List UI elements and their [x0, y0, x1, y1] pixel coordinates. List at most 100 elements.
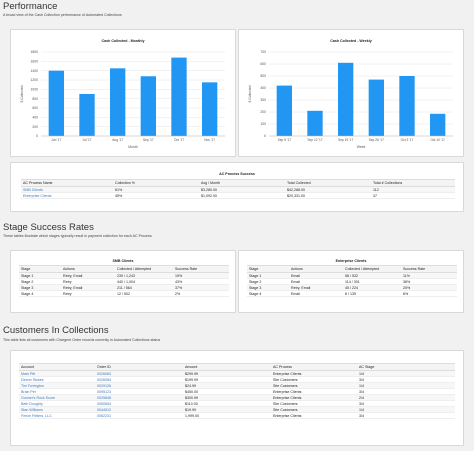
table-row: Fence Fritters, LLC 0062231 1,999.00 Enterp…: [19, 412, 455, 419]
table-cell: 1/4: [357, 406, 455, 413]
ac-success-table: AC Process Name Collection % Avg / Month…: [21, 179, 455, 199]
x-tick-label: Oct 3 '17: [401, 138, 414, 142]
table-cell: Stage 4: [19, 290, 61, 297]
weekly-chart-title: Cash Collected - Weekly: [330, 39, 372, 43]
table-cell: 8 / 139: [343, 290, 401, 297]
account-link[interactable]: Tim Torrington: [19, 382, 95, 389]
chart-bar: [368, 79, 384, 136]
table-cell: 37%: [173, 284, 229, 291]
chart-bar: [140, 76, 156, 136]
account-link[interactable]: Deonn Stokes: [19, 376, 95, 383]
table-cell: 19%: [173, 272, 229, 279]
y-tick-label: 700: [260, 50, 266, 54]
x-axis-label: Week: [357, 145, 366, 149]
x-tick-label: Oct 10 '17: [430, 138, 445, 142]
table-row: Stage 4 Email 8 / 139 6%: [247, 290, 457, 297]
table-cell: Enterprise Clients: [271, 394, 357, 401]
order-id-link[interactable]: 0029126: [95, 382, 183, 389]
x-tick-label: Sep 12 '17: [307, 138, 322, 142]
account-link[interactable]: Gunner's Rock Score: [19, 394, 95, 401]
x-axis-label: Month: [128, 145, 138, 149]
table-row: Stage 2 Retry 440 / 1,004 43%: [19, 278, 229, 285]
ac-process-link[interactable]: Enterprise Clients: [21, 192, 113, 199]
table-cell: 45 / 224: [343, 284, 401, 291]
table-cell: 58 / 532: [343, 272, 401, 279]
performance-heading: Performance: [3, 1, 58, 12]
table-header-row: AC Process Name Collection % Avg / Month…: [21, 179, 455, 187]
y-tick-label: 0: [264, 134, 266, 138]
order-id-link[interactable]: 0095123: [95, 388, 183, 395]
table-cell: 38%: [401, 278, 457, 285]
column-header: Order ID: [95, 363, 183, 371]
customers-table: Account Order ID Amount AC Process AC St…: [19, 363, 455, 419]
table-header-row: Account Order ID Amount AC Process AC St…: [19, 363, 455, 371]
order-id-link[interactable]: 0044512: [95, 406, 183, 413]
ac-success-card: AC Process Success AC Process Name Colle…: [10, 162, 464, 212]
table-cell: $299.99: [183, 370, 271, 377]
y-tick-label: 1000: [30, 88, 38, 92]
table-cell: Site Customers: [271, 382, 357, 389]
chart-bar: [110, 68, 126, 136]
table-cell: 61%: [113, 186, 199, 193]
monthly-chart-title: Cash Collected - Monthly: [101, 39, 145, 43]
table-cell: 1/4: [357, 370, 455, 377]
chart-bar: [307, 110, 323, 136]
column-header: Total # Collections: [371, 179, 455, 187]
x-tick-label: Sep 26 '17: [369, 138, 384, 142]
column-header: AC Process Name: [21, 179, 113, 187]
account-link[interactable]: Fence Fritters, LLC: [19, 412, 95, 419]
x-tick-label: Oct '17: [174, 138, 184, 142]
table-row: SMB Clients 61% $3,280.00 $42,288.00 112: [21, 186, 455, 193]
order-id-link[interactable]: 0026084: [95, 376, 183, 383]
column-header: Account: [19, 363, 95, 371]
y-axis-label: $ Collected: [248, 85, 252, 102]
column-header: Collected / Attempted: [343, 265, 401, 273]
table-cell: 20%: [401, 284, 457, 291]
x-tick-label: Jul '17: [82, 138, 91, 142]
chart-bar: [171, 57, 187, 136]
x-tick-label: Sep 19 '17: [338, 138, 353, 142]
chart-bar: [276, 85, 292, 136]
column-header: Success Rate: [401, 265, 457, 273]
column-header: Avg / Month: [199, 179, 285, 187]
order-id-link[interactable]: 0050654: [95, 400, 183, 407]
y-tick-label: 1600: [30, 60, 38, 64]
table-cell: Enterprise Clients: [271, 370, 357, 377]
table-row: Enterprise Clients 45% $1,092.00 $20,331…: [21, 192, 455, 199]
y-tick-label: 400: [32, 116, 38, 120]
table-row: Mark Pitt 0026083 $299.99 Enterprise Client…: [19, 370, 455, 377]
column-header: Collected / Attempted: [115, 265, 173, 273]
account-link[interactable]: Beth Doughty: [19, 400, 95, 407]
table-cell: 114 / 301: [343, 278, 401, 285]
column-header: Actions: [289, 265, 343, 273]
table-cell: Stage 3: [19, 284, 61, 291]
order-id-link[interactable]: 0026083: [95, 370, 183, 377]
x-tick-label: Sep '17: [143, 138, 154, 142]
customers-subtitle: This table lists all customers with Char…: [3, 338, 161, 342]
y-tick-label: 800: [32, 97, 38, 101]
y-tick-label: 400: [260, 86, 266, 90]
customers-card: Account Order ID Amount AC Process AC St…: [10, 350, 464, 446]
y-tick-label: 1800: [30, 50, 38, 54]
customers-heading: Customers In Collections: [3, 325, 109, 336]
ac-success-title: AC Process Success: [219, 172, 255, 176]
account-link[interactable]: Brain Per: [19, 388, 95, 395]
order-id-link[interactable]: 0062231: [95, 412, 183, 419]
ac-process-link[interactable]: SMB Clients: [21, 186, 113, 193]
y-tick-label: 500: [260, 74, 266, 78]
table-cell: Stage 2: [247, 278, 289, 285]
account-link[interactable]: Mark Pitt: [19, 370, 95, 377]
table-row: Brain Per 0095123 $450.00 Enterprise Client…: [19, 388, 455, 395]
table-cell: $42,288.00: [285, 186, 371, 193]
column-header: AC Process: [271, 363, 357, 371]
table-cell: Retry: [61, 290, 115, 297]
monthly-chart-card: Cash Collected - Monthly 0 200 400 600 800 10…: [10, 29, 236, 157]
table-cell: 112: [371, 186, 455, 193]
y-tick-label: 1400: [30, 69, 38, 73]
table-cell: Enterprise Clients: [271, 388, 357, 395]
account-link[interactable]: Stan Williams: [19, 406, 95, 413]
table-row: Stage 1 Email 58 / 532 11%: [247, 272, 457, 279]
order-id-link[interactable]: 0025848: [95, 394, 183, 401]
y-axis-label: $ Collected: [20, 85, 24, 102]
table-cell: Retry, Email: [61, 272, 115, 279]
